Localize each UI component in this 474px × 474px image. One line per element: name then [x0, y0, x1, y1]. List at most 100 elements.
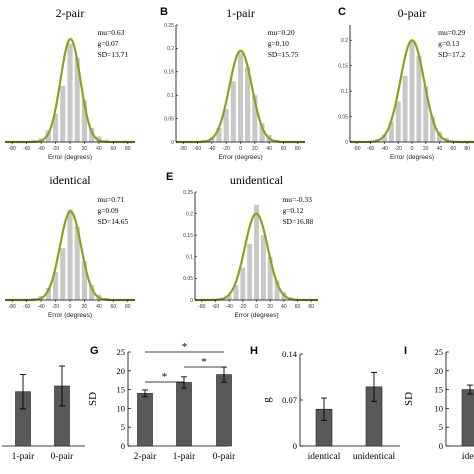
histogram-bar: [267, 256, 273, 300]
stat-text: mu=0.63: [97, 28, 124, 37]
panel-title: identical: [49, 173, 91, 187]
y-tick-label: 20: [117, 366, 126, 376]
histogram-bar: [230, 81, 236, 142]
x-axis-label: Error (degrees): [234, 312, 278, 319]
y-axis-label: SD: [87, 392, 99, 406]
x-tick-label: -60: [23, 304, 30, 310]
y-tick-label: 5: [121, 422, 125, 432]
y-tick-label: 0.07: [282, 395, 297, 405]
histogram-bar: [89, 127, 95, 142]
histogram-bar: [416, 55, 422, 142]
histogram-bar: [81, 261, 88, 300]
y-tick-label: 10: [117, 403, 126, 413]
x-tick-label: -80: [9, 304, 16, 310]
category-label: iden: [462, 452, 474, 462]
y-tick-label: 0.2: [186, 211, 193, 217]
y-axis-label: g: [261, 397, 273, 403]
x-tick-label: 80: [125, 304, 131, 310]
histogram-bar: [260, 235, 266, 300]
stat-text: g=0.10: [268, 39, 289, 48]
histogram-bar: [233, 284, 239, 300]
panel-title: 1-pair: [226, 6, 255, 20]
histogram-bar: [240, 267, 246, 300]
y-tick-label: 0.2: [341, 38, 348, 44]
y-tick-label: 5: [439, 422, 443, 432]
y-tick-label: 0.05: [338, 114, 348, 120]
histogram-bar: [237, 53, 244, 142]
x-tick-label: -80: [9, 146, 16, 152]
category-label: 0-pair: [213, 452, 237, 462]
y-tick-label: 0.05: [183, 276, 193, 282]
x-tick-label: 0: [255, 304, 258, 310]
histogram-bar: [74, 57, 80, 143]
x-tick-label: -60: [23, 146, 30, 152]
panel-f: 1-pair 0-pair: [2, 365, 85, 462]
y-tick-label: 0.15: [164, 70, 174, 76]
histogram-bar: [52, 271, 59, 300]
histogram-bar: [216, 127, 222, 142]
category-label: 1-pair: [12, 452, 36, 462]
x-tick-label: 40: [437, 146, 443, 152]
x-tick-label: -60: [367, 146, 374, 152]
y-tick-label: 20: [435, 366, 444, 376]
panel-letter: H: [250, 345, 258, 357]
x-tick-label: 20: [82, 146, 88, 152]
panel-g: G 0 5 10 15 20 25 SD 2-pair 1-pair 0-pair * * *: [87, 341, 236, 462]
histogram-bar: [223, 109, 229, 142]
x-tick-label: -80: [353, 146, 360, 152]
panel-a: -80 -60 -40 -20 0 20 40 60 80 Error (degrees) 2-pa…: [5, 6, 135, 161]
x-tick-label: -20: [395, 146, 402, 152]
y-tick-label: 15: [117, 385, 126, 395]
histogram-bar: [245, 67, 251, 142]
category-label: unidentical: [353, 452, 396, 462]
x-tick-label: -20: [52, 146, 59, 152]
y-tick-label: 0.15: [338, 63, 348, 69]
x-tick-label: -80: [180, 146, 187, 152]
panel-title: 0-pair: [398, 6, 427, 20]
histogram-bar: [60, 85, 66, 142]
x-tick-label: -40: [37, 304, 44, 310]
x-tick-label: 0: [69, 146, 72, 152]
x-tick-label: 0: [411, 146, 414, 152]
histogram-bar: [409, 40, 415, 143]
histogram-bar: [259, 123, 265, 142]
y-tick-label: 0.1: [167, 93, 174, 99]
y-tick-label: 0.2: [167, 46, 174, 52]
y-tick-label: 25: [435, 347, 444, 357]
histogram-bar: [423, 86, 429, 142]
histogram-bar: [74, 226, 80, 300]
significance-star: *: [162, 371, 168, 383]
histogram-bar: [89, 284, 95, 300]
panel-b: B 0 0.05 0.1 0.15 0.2 0.25 -80 -60 -40 -20 0 20 40 60 8…: [160, 6, 305, 161]
x-tick-label: 40: [281, 304, 287, 310]
bar: [176, 382, 192, 447]
category-label: identical: [308, 452, 341, 462]
stat-text: g=0.07: [97, 39, 118, 48]
histogram-bar: [254, 204, 259, 300]
panel-title: 2-pair: [56, 6, 85, 20]
histogram-bar: [67, 43, 73, 142]
x-axis-label: Error (degrees): [48, 312, 92, 319]
histogram-bar: [388, 121, 394, 142]
histogram-bar: [45, 130, 51, 142]
x-tick-label: -80: [198, 304, 205, 310]
panel-letter: B: [160, 6, 168, 18]
histogram-bar: [247, 243, 253, 300]
y-tick-label: 10: [435, 403, 444, 413]
stat-text: SD=17.2: [438, 50, 465, 59]
significance-star: *: [201, 356, 207, 368]
panel-letter: G: [90, 345, 99, 357]
panel-i: I 0 5 10 15 20 25 SD iden: [403, 345, 474, 462]
stat-text: SD=16.88: [282, 217, 313, 226]
y-tick-label: 0.25: [164, 23, 174, 29]
x-tick-label: 20: [252, 146, 258, 152]
y-tick-label: 0: [171, 140, 174, 146]
x-tick-label: 40: [96, 146, 102, 152]
stat-text: g=0.13: [438, 39, 459, 48]
category-label: 1-pair: [173, 452, 197, 462]
histogram-bar: [60, 248, 66, 300]
panel-letter: E: [166, 171, 173, 183]
x-tick-label: -40: [381, 146, 388, 152]
x-axis-label: Error (degrees): [218, 154, 262, 161]
